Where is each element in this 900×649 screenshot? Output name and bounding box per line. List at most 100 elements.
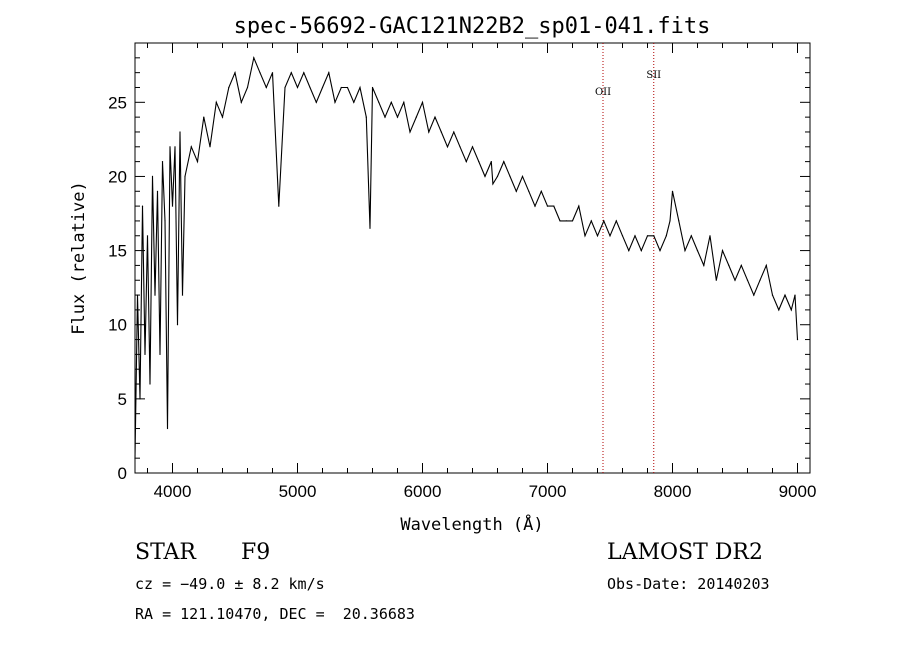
flux-point [156, 190, 159, 192]
flux-point [309, 86, 311, 89]
flux-point [166, 427, 169, 430]
flux-point [515, 190, 517, 192]
flux-point [628, 250, 630, 252]
y-axis-label: Flux (relative) [69, 181, 89, 335]
flux-point [669, 220, 671, 222]
flux-point [154, 294, 156, 296]
spectral-subclass: F9 [241, 540, 271, 565]
flux-point [390, 101, 392, 103]
flux-point [340, 86, 342, 89]
flux-point [346, 86, 349, 89]
flux-point [778, 309, 780, 311]
flux-point [136, 294, 139, 296]
flux-point [240, 101, 242, 103]
flux-series [134, 55, 799, 459]
flux-point [271, 72, 274, 74]
flux-point [459, 146, 461, 148]
flux-line [134, 55, 799, 459]
flux-point [721, 250, 724, 252]
flux-point [171, 205, 174, 207]
flux-point [315, 101, 317, 103]
flux-point [265, 86, 267, 89]
flux-point [196, 161, 199, 163]
x-tick-label: 8000 [654, 482, 692, 501]
flux-point [765, 264, 767, 266]
flux-point [209, 146, 211, 148]
flux-point [753, 294, 755, 296]
flux-point [490, 161, 492, 163]
flux-point [169, 146, 171, 148]
flux-point [440, 131, 442, 133]
flux-point [146, 235, 149, 237]
flux-point [665, 235, 667, 237]
x-tick-label: 4000 [154, 482, 192, 501]
flux-point [328, 72, 330, 74]
coordinates: RA = 121.10470, DEC = 20.36683 [135, 605, 415, 623]
flux-point [228, 86, 230, 89]
flux-point [634, 235, 636, 237]
flux-point [521, 175, 524, 177]
flux-point [246, 86, 249, 89]
flux-point [503, 161, 505, 163]
x-tick-label: 6000 [404, 482, 442, 501]
flux-point [740, 264, 742, 266]
flux-point [590, 220, 592, 222]
flux-point [546, 205, 549, 207]
flux-point [771, 294, 774, 296]
flux-point [734, 279, 736, 281]
flux-point [334, 101, 336, 103]
flux-point [540, 190, 542, 192]
flux-point [709, 235, 711, 237]
flux-point [365, 116, 367, 118]
flux-point [615, 220, 617, 222]
flux-point [421, 101, 424, 103]
flux-point [184, 175, 186, 177]
flux-point [259, 72, 261, 74]
flux-point [484, 175, 486, 177]
y-tick-label: 5 [118, 390, 127, 409]
flux-point [159, 353, 161, 355]
flux-point [303, 72, 305, 74]
observation-date: Obs-Date: 20140203 [607, 575, 770, 593]
x-tick-label: 5000 [279, 482, 317, 501]
flux-point [678, 220, 680, 222]
flux-point [596, 235, 599, 237]
y-tick-label: 0 [118, 464, 127, 483]
flux-point [396, 116, 399, 118]
flux-point [428, 131, 430, 133]
flux-point [646, 235, 649, 237]
flux-point [796, 339, 799, 341]
flux-point [746, 279, 749, 281]
axis-ticks: 4000 5000 6000 7000 8000 9000 0 5 10 15 20 25 [108, 43, 816, 501]
flux-point [415, 116, 417, 118]
flux-point [565, 220, 567, 222]
flux-point [278, 205, 280, 207]
flux-point [409, 131, 411, 133]
flux-point [492, 183, 494, 185]
flux-point [164, 220, 166, 222]
line-label-oii: OII [595, 87, 611, 98]
flux-point [609, 235, 611, 237]
flux-point [509, 175, 511, 177]
flux-point [161, 161, 164, 163]
flux-point [139, 398, 141, 400]
flux-point [794, 294, 796, 296]
flux-point [403, 101, 405, 103]
flux-point [179, 131, 181, 133]
y-tick-label: 20 [108, 167, 127, 186]
flux-point [703, 264, 705, 266]
flux-point [215, 101, 217, 103]
line-label-sii: SII [646, 70, 661, 81]
x-axis-label: Wavelength (Å) [400, 513, 543, 535]
flux-point [151, 175, 154, 177]
flux-point [181, 294, 184, 296]
flux-point [321, 86, 324, 89]
flux-point [253, 57, 255, 59]
y-tick-label: 25 [108, 93, 127, 112]
flux-point [571, 220, 574, 222]
flux-point [378, 101, 380, 103]
flux-point [465, 161, 467, 163]
flux-point [478, 161, 480, 163]
redshift-velocity: cz = −49.0 ± 8.2 km/s [135, 575, 325, 593]
